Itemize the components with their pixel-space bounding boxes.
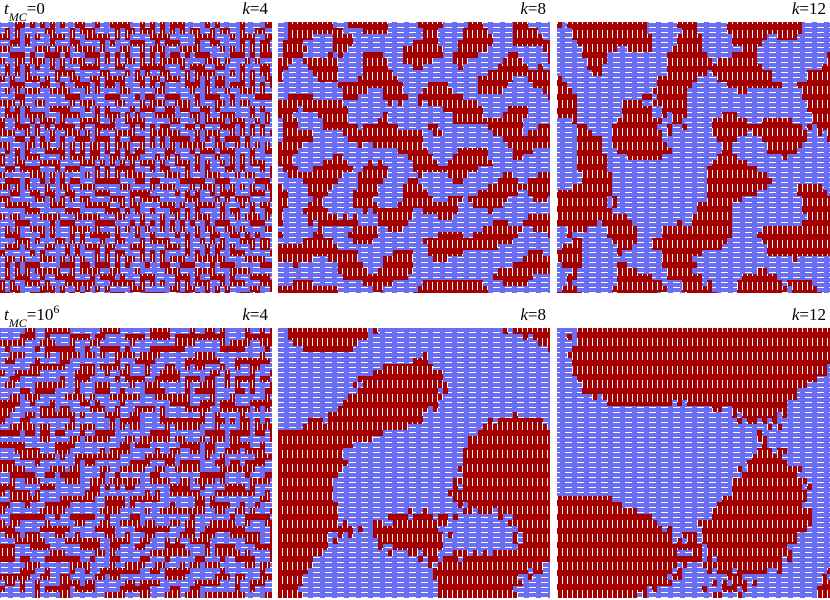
time-superscript: 6 (53, 302, 59, 316)
time-subscript: MC (8, 10, 28, 24)
red-domains (278, 328, 550, 598)
panel-label: k=4 (242, 0, 268, 18)
panel-label: k=12 (792, 0, 826, 18)
red-domains (0, 328, 272, 598)
red-domains (278, 22, 550, 293)
panel-label: k=8 (520, 0, 546, 18)
panel-value: =4 (250, 0, 269, 18)
panel-symbol: k (792, 305, 800, 324)
time-symbol: t (4, 305, 10, 324)
time-value: =10 (27, 305, 54, 324)
panel-value: =8 (528, 305, 546, 324)
panel-value: =12 (799, 0, 826, 18)
panel-label: k=12 (792, 305, 826, 324)
red-domains (557, 328, 830, 598)
time-subscript: MC (8, 316, 28, 330)
time-label: tMC=106 (4, 302, 59, 330)
panel-symbol: k (520, 305, 528, 324)
panel-label: k=8 (520, 305, 546, 324)
panel-value: =8 (528, 0, 546, 18)
time-symbol: t (4, 0, 10, 18)
red-domains (557, 22, 830, 293)
time-value: =0 (27, 0, 45, 18)
panel-symbol: k (520, 0, 528, 18)
panel-value: =4 (250, 305, 269, 324)
red-domains (0, 22, 272, 293)
panel-symbol: k (242, 0, 250, 18)
panel-label: k=4 (242, 305, 268, 324)
panel-symbol: k (242, 305, 250, 324)
panel-value: =12 (799, 305, 826, 324)
panel-symbol: k (792, 0, 800, 18)
time-label: tMC=0 (4, 0, 45, 24)
